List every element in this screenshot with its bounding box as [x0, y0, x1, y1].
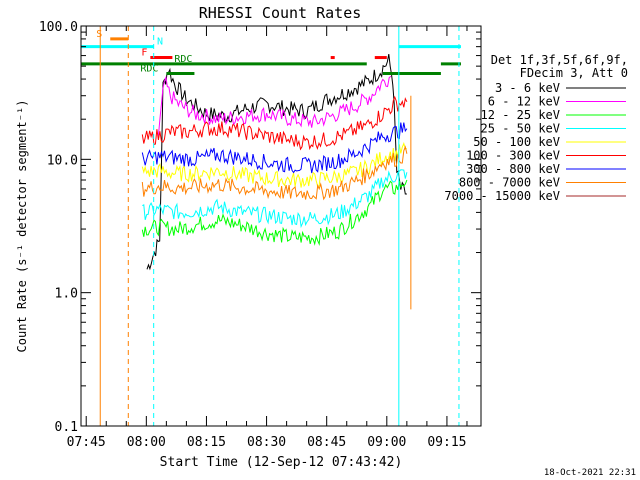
legend-header-line-1: Det 1f,3f,5f,6f,9f, — [491, 53, 628, 67]
annotation-label: N — [157, 37, 163, 48]
x-tick-label: 09:00 — [367, 435, 406, 450]
legend-label: 3 - 6 keV — [495, 81, 560, 95]
timestamp: 18-Oct-2021 22:31 — [544, 468, 636, 478]
y-axis-ticks: 100.0 10.0 1.0 0.1 — [39, 20, 481, 435]
y-tick-label: 1.0 — [55, 287, 78, 302]
annotation-label: F — [141, 48, 147, 59]
x-tick-label: 07:45 — [67, 435, 106, 450]
legend-label: 25 - 50 keV — [481, 122, 560, 136]
x-tick-label: 09:15 — [427, 435, 466, 450]
y-tick-label: 100.0 — [39, 20, 78, 35]
series-line-5 — [141, 95, 408, 151]
plot-frame — [80, 25, 482, 427]
legend-label: 100 - 300 keV — [466, 149, 560, 163]
legend-label: 50 - 100 keV — [473, 135, 560, 149]
series-line-3 — [142, 169, 408, 229]
y-tick-label: 0.1 — [55, 420, 78, 435]
series-line-1 — [157, 75, 392, 136]
legend: Det 1f,3f,5f,6f,9f, FDecim 3, Att 0 3 - … — [444, 53, 628, 203]
series-line-2 — [141, 179, 408, 247]
x-tick-label: 08:30 — [247, 435, 286, 450]
annotation-label: S — [96, 29, 102, 40]
x-tick-label: 08:00 — [127, 435, 166, 450]
x-axis-ticks: 07:45 08:00 08:15 08:30 08:45 09:00 09:15 — [67, 26, 468, 450]
legend-label: 300 - 800 keV — [466, 162, 560, 176]
x-axis-label: Start Time (12-Sep-12 07:43:42) — [160, 455, 403, 470]
annotation-label: RDC — [140, 64, 158, 75]
annotation-label: RDC — [174, 54, 192, 65]
series-line-6 — [141, 122, 408, 174]
annotation-bars: S FN RDC RDC — [81, 26, 461, 426]
series-line-7 — [141, 145, 408, 201]
x-tick-label: 08:15 — [187, 435, 226, 450]
legend-label: 6 - 12 keV — [488, 95, 560, 109]
y-axis-label: Count Rate (s⁻¹ detector segment⁻¹) — [15, 100, 29, 353]
x-tick-label: 08:45 — [307, 435, 346, 450]
legend-label: 7000 - 15000 keV — [444, 189, 560, 203]
chart-title: RHESSI Count Rates — [199, 4, 362, 22]
legend-label: 12 - 25 keV — [481, 108, 560, 122]
series-line-0 — [146, 54, 407, 271]
legend-header-line-2: FDecim 3, Att 0 — [520, 66, 628, 80]
legend-label: 800 - 7000 keV — [459, 176, 560, 190]
y-tick-label: 10.0 — [47, 153, 78, 168]
data-series — [141, 54, 408, 271]
